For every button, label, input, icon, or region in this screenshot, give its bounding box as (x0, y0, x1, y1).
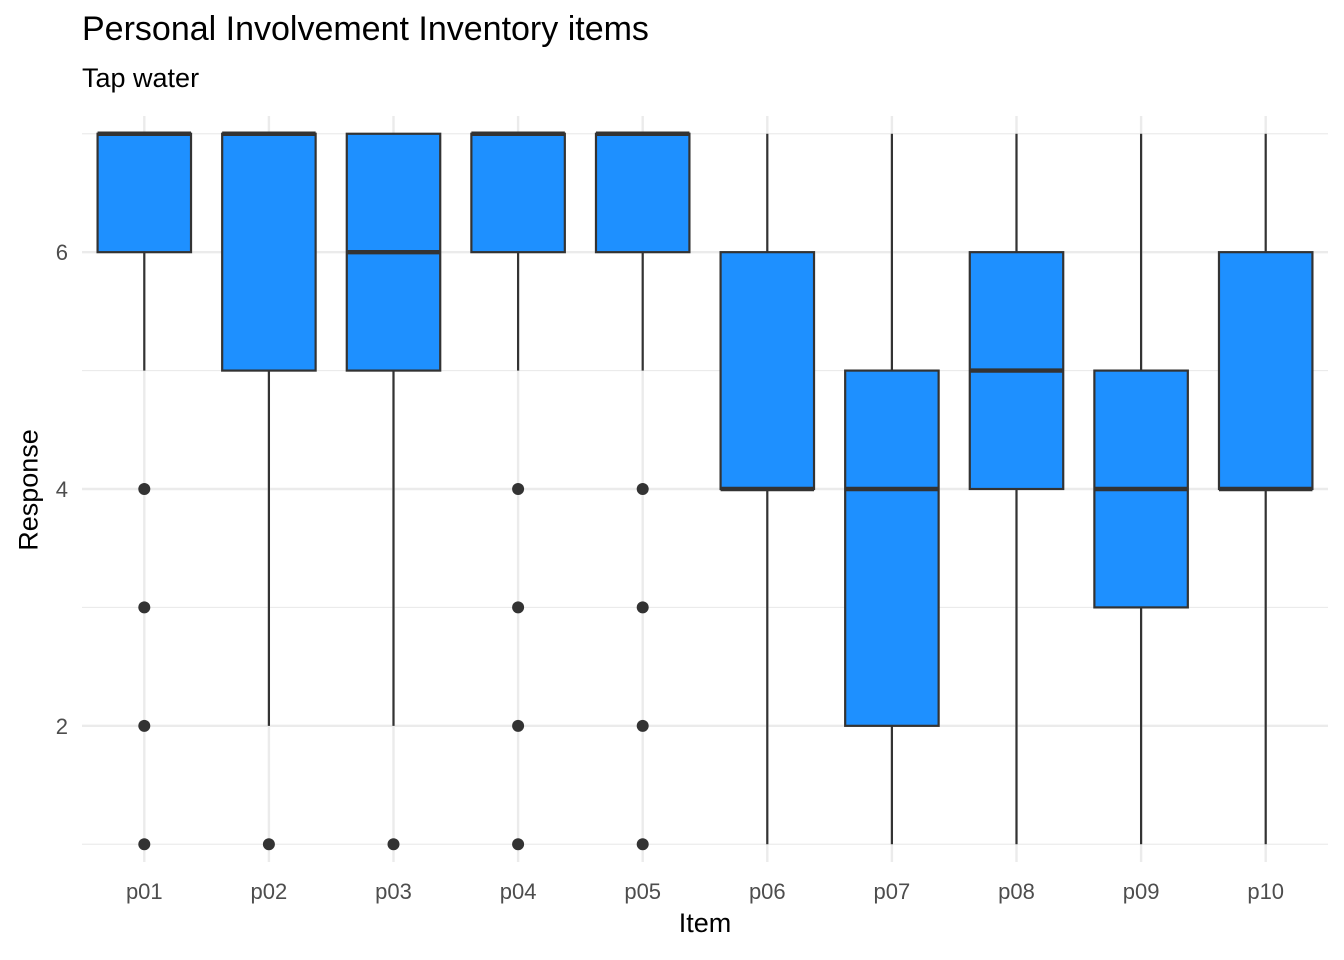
boxplot-p04 (470, 131, 566, 851)
boxplot-p06 (719, 133, 816, 845)
outlier-point (138, 483, 151, 495)
boxplot-p09 (1093, 133, 1189, 845)
boxplot-p05 (594, 131, 691, 851)
iqr-box (594, 132, 691, 254)
iqr-box (719, 251, 816, 491)
outlier-point (138, 719, 151, 732)
iqr-box (221, 132, 317, 372)
outlier-point (636, 601, 649, 614)
outlier-point (636, 838, 649, 851)
x-tick-labels: p01 p02 p03 p04 p05 p06 p07 p08 p09 p10 (126, 879, 1284, 904)
x-tick-label: p02 (251, 879, 288, 904)
boxplot-p02 (221, 131, 317, 851)
outlier-point (138, 838, 151, 851)
boxplot-p07 (844, 133, 940, 845)
x-axis-label: Item (678, 908, 732, 938)
outlier-point (512, 838, 525, 851)
outlier-point (636, 719, 649, 732)
x-tick-label: p10 (1247, 879, 1284, 904)
outlier-point (138, 601, 151, 614)
x-tick-label: p08 (998, 879, 1035, 904)
outlier-point (387, 838, 400, 851)
y-axis-label: Response (13, 429, 44, 551)
y-tick-label: 4 (56, 477, 68, 502)
x-tick-label: p04 (500, 879, 537, 904)
x-tick-label: p06 (749, 879, 786, 904)
outlier-point (636, 483, 649, 495)
y-tick-labels: 2 4 6 (56, 240, 68, 739)
x-tick-label: p09 (1123, 879, 1160, 904)
x-tick-label: p03 (375, 879, 412, 904)
outlier-point (262, 838, 275, 851)
chart-subtitle: Tap water (82, 63, 200, 93)
y-tick-label: 2 (56, 714, 68, 739)
outlier-point (512, 483, 525, 495)
iqr-box (844, 369, 940, 727)
boxplots (96, 131, 1314, 851)
iqr-box (1217, 251, 1314, 491)
y-tick-label: 6 (56, 240, 68, 265)
boxplot-p03 (345, 132, 442, 851)
x-tick-label: p01 (126, 879, 163, 904)
chart-title: Personal Involvement Inventory items (82, 10, 649, 48)
x-tick-label: p05 (624, 879, 661, 904)
iqr-box (470, 132, 566, 254)
outlier-point (512, 719, 525, 732)
boxplot-p01 (96, 131, 193, 851)
outlier-point (512, 601, 525, 614)
boxplot-p10 (1217, 133, 1314, 845)
x-tick-label: p07 (874, 879, 911, 904)
iqr-box (96, 132, 193, 254)
boxplot-p08 (968, 133, 1065, 845)
